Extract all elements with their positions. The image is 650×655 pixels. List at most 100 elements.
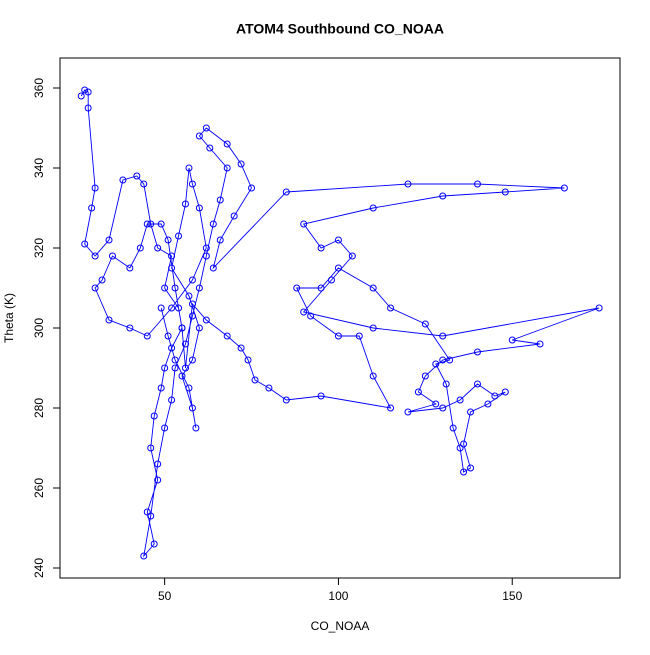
data-point: [473, 180, 481, 188]
data-point: [91, 284, 99, 292]
data-point: [81, 240, 89, 248]
data-point: [439, 356, 447, 364]
data-point: [154, 244, 162, 252]
data-point: [178, 372, 186, 380]
data-point: [195, 204, 203, 212]
data-point: [293, 284, 301, 292]
data-point: [404, 408, 412, 416]
data-point: [202, 252, 210, 260]
data-point: [105, 316, 113, 324]
data-point: [168, 396, 176, 404]
data-point: [81, 86, 89, 94]
data-point: [307, 312, 315, 320]
data-point: [421, 372, 429, 380]
data-point: [491, 392, 499, 400]
data-point: [171, 364, 179, 372]
data-point: [202, 124, 210, 132]
data-point: [143, 220, 151, 228]
data-point: [460, 468, 468, 476]
data-point: [140, 552, 148, 560]
data-point: [387, 404, 395, 412]
data-point: [404, 180, 412, 188]
data-point: [147, 220, 155, 228]
data-point: [185, 384, 193, 392]
data-point: [300, 308, 308, 316]
data-point: [136, 244, 144, 252]
data-point: [188, 300, 196, 308]
data-point: [164, 332, 172, 340]
data-point: [223, 140, 231, 148]
data-point: [282, 396, 290, 404]
data-point: [150, 412, 158, 420]
data-point: [265, 384, 273, 392]
data-point: [161, 284, 169, 292]
data-point: [154, 476, 162, 484]
data-point: [536, 340, 544, 348]
data-point: [223, 332, 231, 340]
data-point: [202, 316, 210, 324]
y-tick-label: 340: [32, 158, 46, 178]
data-point: [432, 400, 440, 408]
data-point: [88, 204, 96, 212]
data-point: [157, 304, 165, 312]
data-point: [456, 444, 464, 452]
data-point: [414, 388, 422, 396]
data-point: [188, 312, 196, 320]
data-point: [369, 324, 377, 332]
data-point: [446, 356, 454, 364]
data-point: [508, 336, 516, 344]
data-point: [91, 252, 99, 260]
data-point: [439, 332, 447, 340]
data-point: [467, 408, 475, 416]
data-line: [80, 89, 600, 558]
data-point: [126, 264, 134, 272]
data-point: [171, 284, 179, 292]
data-point: [216, 196, 224, 204]
data-point: [147, 444, 155, 452]
data-point: [168, 264, 176, 272]
data-point: [168, 304, 176, 312]
data-point: [300, 220, 308, 228]
data-point: [369, 204, 377, 212]
data-point: [154, 460, 162, 468]
y-axis-label: Theta (K): [2, 293, 16, 343]
data-point: [195, 284, 203, 292]
y-tick-label: 300: [32, 318, 46, 338]
data-point: [484, 400, 492, 408]
y-tick-label: 240: [32, 558, 46, 578]
data-point: [185, 164, 193, 172]
data-point: [248, 184, 256, 192]
data-point: [126, 324, 134, 332]
data-point: [188, 180, 196, 188]
data-point: [105, 236, 113, 244]
data-point: [251, 376, 259, 384]
data-point: [188, 404, 196, 412]
data-point: [202, 244, 210, 252]
data-point: [161, 424, 169, 432]
data-point: [168, 344, 176, 352]
data-point: [181, 340, 189, 348]
data-point: [282, 188, 290, 196]
data-point: [473, 380, 481, 388]
data-point: [439, 192, 447, 200]
data-point: [188, 276, 196, 284]
data-point: [192, 424, 200, 432]
data-point: [185, 292, 193, 300]
data-point: [334, 332, 342, 340]
y-tick-label: 360: [32, 78, 46, 98]
data-point: [369, 284, 377, 292]
data-point: [209, 220, 217, 228]
data-point: [157, 220, 165, 228]
data-point: [77, 92, 85, 100]
data-point: [442, 380, 450, 388]
data-point: [150, 540, 158, 548]
x-tick-label: 150: [502, 589, 522, 603]
data-point: [133, 172, 141, 180]
data-point: [171, 356, 179, 364]
data-point: [157, 384, 165, 392]
data-point: [501, 188, 509, 196]
data-point: [168, 252, 176, 260]
data-point: [195, 324, 203, 332]
data-point: [223, 164, 231, 172]
